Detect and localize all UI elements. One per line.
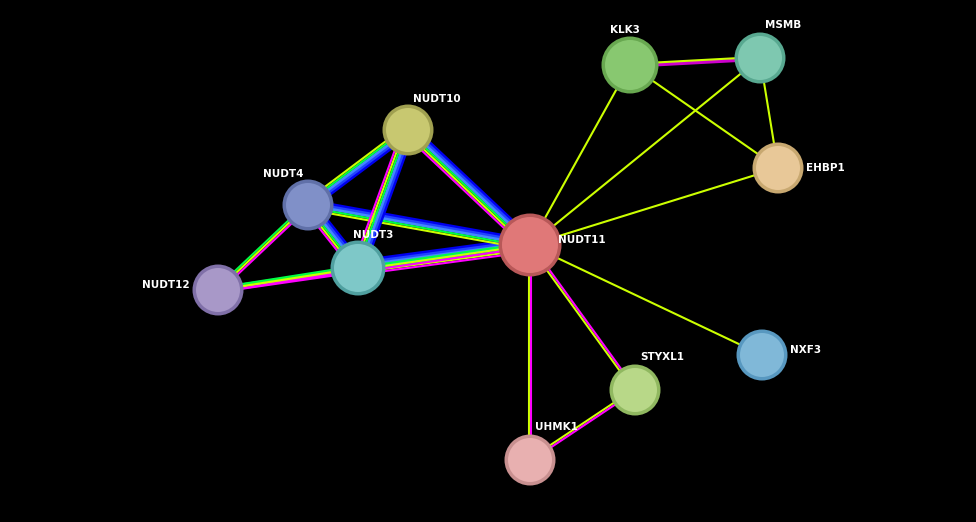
Text: MSMB: MSMB: [765, 20, 801, 30]
Text: NUDT10: NUDT10: [413, 94, 461, 104]
Circle shape: [286, 183, 330, 227]
Circle shape: [740, 333, 784, 377]
Text: EHBP1: EHBP1: [806, 163, 845, 173]
Text: NUDT4: NUDT4: [263, 169, 303, 179]
Text: UHMK1: UHMK1: [535, 422, 578, 432]
Circle shape: [502, 217, 558, 273]
Circle shape: [331, 241, 386, 295]
Text: NUDT11: NUDT11: [558, 235, 606, 245]
Circle shape: [196, 268, 240, 312]
Text: NXF3: NXF3: [790, 345, 821, 355]
Circle shape: [508, 438, 552, 482]
Circle shape: [609, 364, 661, 416]
Circle shape: [756, 146, 800, 190]
Circle shape: [613, 368, 657, 412]
Circle shape: [738, 36, 782, 80]
Circle shape: [737, 329, 788, 381]
Circle shape: [605, 40, 655, 90]
Circle shape: [282, 180, 334, 231]
Circle shape: [386, 108, 430, 152]
Text: NUDT3: NUDT3: [353, 230, 393, 240]
Circle shape: [334, 244, 382, 292]
Circle shape: [752, 143, 803, 194]
Text: NUDT12: NUDT12: [142, 280, 190, 290]
Circle shape: [505, 434, 555, 485]
Text: STYXL1: STYXL1: [640, 352, 684, 362]
Circle shape: [192, 265, 243, 315]
Circle shape: [601, 37, 659, 93]
Text: KLK3: KLK3: [610, 25, 640, 35]
Circle shape: [499, 213, 561, 277]
Circle shape: [383, 104, 433, 156]
Circle shape: [735, 32, 786, 84]
